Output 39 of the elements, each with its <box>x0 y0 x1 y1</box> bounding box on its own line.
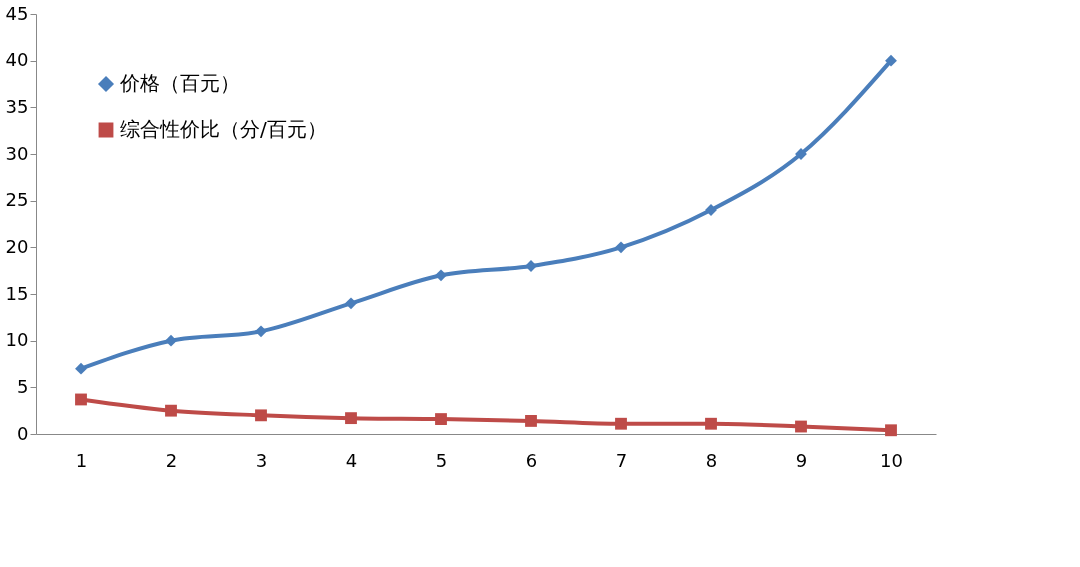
x-tick-label: 4 <box>345 449 358 471</box>
y-tick-label: 40 <box>5 49 29 71</box>
legend-label: 综合性价比（分/百元） <box>120 117 327 141</box>
point <box>705 417 717 430</box>
y-tick-label: 30 <box>5 142 29 164</box>
x-tick-label: 7 <box>615 449 628 471</box>
x-tick-label: 2 <box>165 449 178 471</box>
x-tick-label: 6 <box>525 449 538 471</box>
point <box>615 241 627 254</box>
y-tick-label: 35 <box>5 95 29 117</box>
point <box>75 393 87 406</box>
point <box>435 413 447 425</box>
y-tick-label: 10 <box>5 329 29 351</box>
point <box>615 417 627 430</box>
x-tick-label: 1 <box>75 449 88 471</box>
point <box>165 404 177 417</box>
y-tick-label: 0 <box>17 422 29 444</box>
point <box>345 297 357 310</box>
x-tick-label: 8 <box>705 449 718 471</box>
point <box>885 54 897 67</box>
point <box>525 415 537 427</box>
y-tick-label: 45 <box>5 2 29 24</box>
point <box>75 362 87 375</box>
legend-label: 价格（百元） <box>119 71 240 95</box>
y-tick-label: 15 <box>5 282 29 304</box>
x-tick-label: 5 <box>435 449 448 471</box>
point <box>165 334 177 347</box>
point <box>435 269 447 282</box>
y-tick-label: 5 <box>17 375 29 397</box>
x-tick-label: 10 <box>880 449 903 471</box>
y-tick-label: 25 <box>5 189 29 211</box>
point <box>885 424 897 437</box>
point <box>255 325 267 338</box>
x-tick-label: 9 <box>795 449 808 471</box>
point <box>255 409 267 422</box>
point <box>795 420 807 433</box>
x-tick-label: 3 <box>255 449 268 471</box>
point <box>345 412 357 425</box>
y-tick-label: 20 <box>5 235 29 257</box>
